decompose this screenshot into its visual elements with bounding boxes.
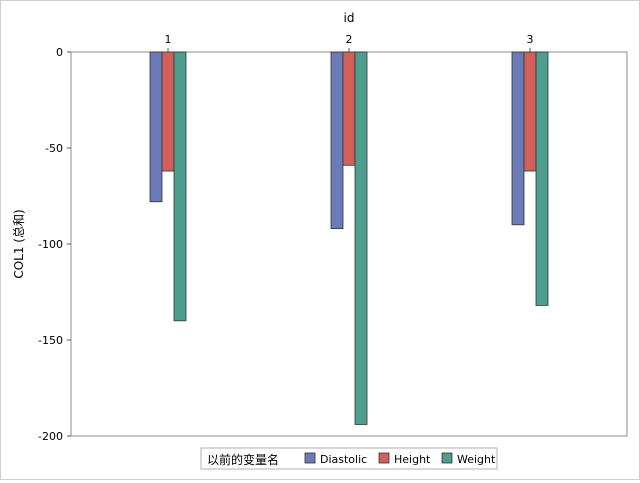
y-tick-label: -200 xyxy=(38,430,63,443)
x-tick-label: 2 xyxy=(346,33,353,46)
y-tick-label: -100 xyxy=(38,238,63,251)
bar-weight-1 xyxy=(173,51,187,322)
x-tick-label: 1 xyxy=(165,33,172,46)
bar-layer xyxy=(149,51,549,425)
legend-label-weight: Weight xyxy=(457,453,496,466)
bar-weight-2 xyxy=(354,51,368,425)
bar-diastolic-2 xyxy=(330,51,344,230)
bar-weight-3 xyxy=(535,51,549,306)
bar-height-3 xyxy=(523,51,537,172)
bar-diastolic-3 xyxy=(511,51,525,226)
bar-diastolic-1 xyxy=(149,51,163,203)
y-tick-label: 0 xyxy=(56,46,63,59)
legend-label-height: Height xyxy=(394,453,431,466)
x-axis: 1 2 3 xyxy=(165,33,534,52)
bar-height-1 xyxy=(161,51,175,172)
bar-height-2 xyxy=(342,51,356,166)
legend-box xyxy=(200,447,498,470)
x-axis-label: id xyxy=(344,11,355,25)
y-tick-label: -150 xyxy=(38,334,63,347)
legend-swatch-height xyxy=(378,452,390,464)
legend-swatch-diastolic xyxy=(304,452,316,464)
legend-title: 以前的变量名 xyxy=(207,452,279,467)
legend: 以前的变量名 Diastolic Height Weight xyxy=(200,447,498,470)
x-tick-label: 3 xyxy=(527,33,534,46)
y-axis: 0 -50 -100 -150 -200 xyxy=(38,46,71,443)
y-axis-label: COL1 (总和) xyxy=(12,209,26,278)
legend-items: Diastolic Height Weight xyxy=(304,452,496,466)
legend-swatch-weight xyxy=(441,452,453,464)
y-tick-label: -50 xyxy=(45,142,63,155)
legend-label-diastolic: Diastolic xyxy=(320,453,367,466)
